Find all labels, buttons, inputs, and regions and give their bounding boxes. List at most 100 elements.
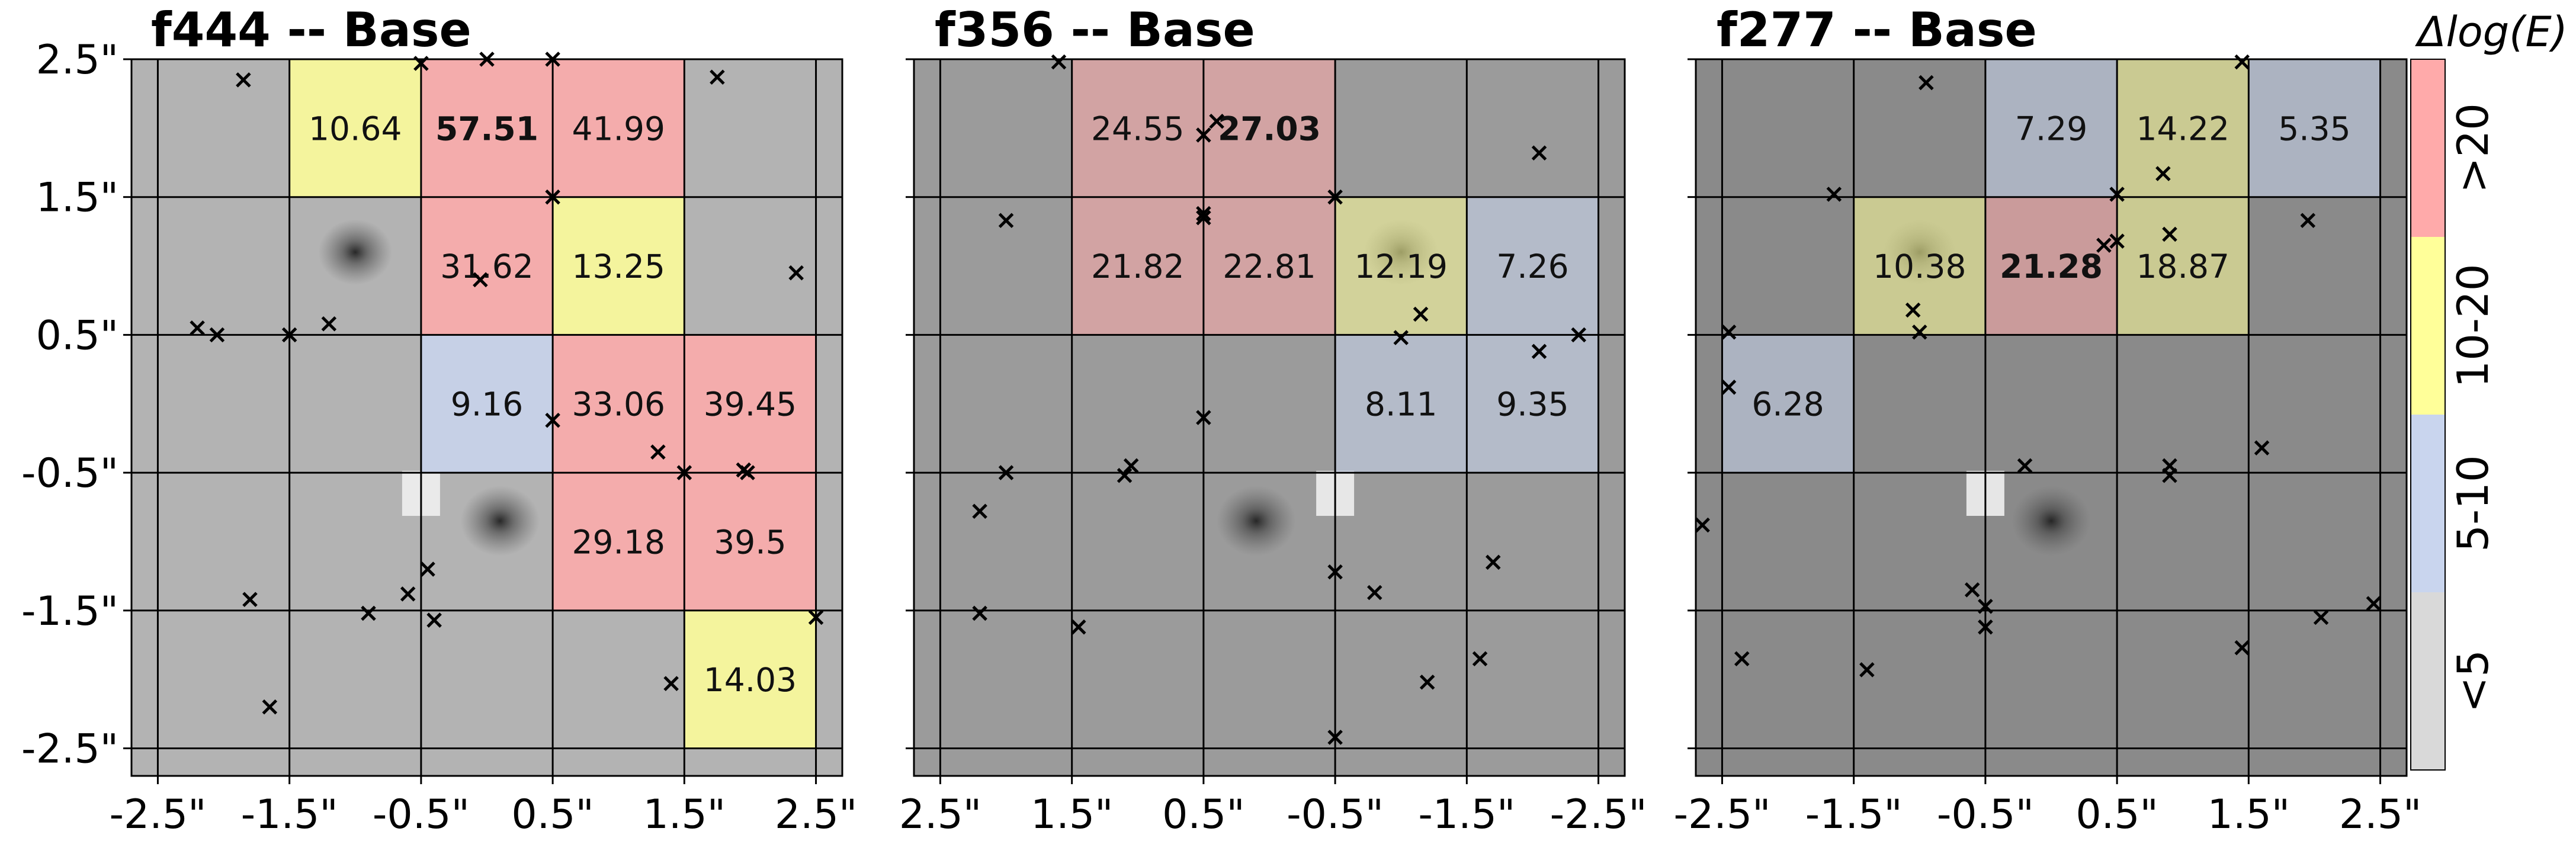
cell-value-label: 12.19	[1354, 248, 1447, 285]
cell	[2248, 59, 2381, 197]
x-tick-label: -2.5"	[1673, 791, 1770, 838]
colorbar-segment	[2411, 237, 2445, 415]
cell	[684, 610, 816, 749]
source-marker	[473, 272, 488, 288]
x-tick-label: 1.5"	[643, 791, 726, 838]
panel-f444: f444 -- Base 10.64 57.51 41.99 31.62 13.25 9.…	[21, 2, 857, 838]
source-marker	[1196, 210, 1211, 226]
galaxy-blob	[1217, 486, 1296, 556]
source-marker	[972, 503, 987, 519]
colorbar-segment	[2411, 592, 2445, 770]
source-marker	[1419, 675, 1435, 690]
source-marker	[1734, 651, 1750, 666]
cell-value-label: 10.38	[1873, 248, 1966, 285]
cell-value-label: 14.22	[2136, 110, 2229, 147]
source-marker	[545, 189, 560, 205]
source-marker	[1919, 75, 1934, 91]
panel-title: f356 -- Base	[935, 2, 1255, 57]
y-tick-label: -2.5"	[21, 726, 118, 772]
source-marker	[788, 265, 804, 281]
source-marker	[361, 605, 376, 621]
cell-value-label: 39.5	[714, 523, 786, 561]
source-marker	[972, 605, 987, 621]
source-marker	[1531, 145, 1547, 161]
source-marker	[1905, 302, 1921, 318]
cell-value-label: 29.18	[572, 523, 665, 561]
cell-value-label: 9.35	[1496, 386, 1568, 423]
colorbar-label: 10-20	[2448, 264, 2498, 387]
source-marker	[1413, 306, 1429, 322]
source-marker	[1859, 662, 1875, 678]
source-marker	[1721, 324, 1737, 340]
y-tick-label: 1.5"	[36, 175, 118, 222]
source-marker	[1051, 54, 1067, 70]
x-tick-label: -2.5"	[109, 791, 206, 838]
source-marker	[2096, 238, 2112, 253]
cell-value-label: 10.64	[309, 110, 402, 147]
x-tick-label: 0.5"	[1162, 791, 1244, 838]
source-marker	[998, 465, 1014, 480]
colorbar-frame	[2410, 59, 2446, 771]
cell	[684, 473, 816, 611]
cell-value-label: 41.99	[572, 110, 665, 147]
source-marker	[420, 561, 435, 577]
cell	[684, 335, 816, 473]
source-marker	[1826, 187, 1842, 202]
x-tick-label: -0.5"	[373, 791, 470, 838]
cell-value-label: 13.25	[572, 248, 665, 285]
panel-title: f444 -- Base	[151, 2, 471, 57]
cell	[1853, 197, 1985, 335]
x-tick-label: 0.5"	[2075, 791, 2158, 838]
source-marker	[2234, 54, 2250, 70]
source-marker	[400, 586, 416, 602]
cell	[1335, 197, 1467, 335]
cell	[1335, 335, 1467, 473]
source-marker	[321, 316, 337, 332]
source-marker	[808, 609, 824, 625]
source-marker	[209, 327, 225, 343]
y-tick-label: 2.5"	[36, 37, 118, 84]
source-marker	[2366, 596, 2382, 611]
plot-frame	[130, 58, 843, 777]
source-marker	[2155, 166, 2171, 181]
x-tick-label: 0.5"	[511, 791, 594, 838]
source-marker	[1327, 730, 1343, 745]
cell	[1722, 335, 1854, 473]
source-marker	[2109, 233, 2125, 249]
colorbar-segment	[2411, 415, 2445, 592]
source-marker	[1123, 458, 1139, 474]
source-marker	[1472, 651, 1488, 666]
x-tick-label: -1.5"	[1418, 791, 1515, 838]
cell-value-label: 21.82	[1091, 248, 1184, 285]
cell-value-label: 5.35	[2278, 110, 2350, 147]
cell	[553, 473, 685, 611]
source-marker	[1196, 206, 1211, 222]
source-marker	[1571, 327, 1586, 343]
cell-value-label: 8.11	[1365, 386, 1437, 423]
source-marker	[1695, 517, 1710, 533]
source-marker	[1327, 189, 1343, 205]
x-tick-label: 1.5"	[1031, 791, 1113, 838]
source-marker	[2234, 640, 2250, 656]
cell-value-label: 6.28	[1751, 386, 1824, 423]
x-tick-label: 2.5"	[899, 791, 981, 838]
colorbar-segment	[2411, 59, 2445, 237]
source-marker	[1964, 582, 1980, 598]
y-tick-label: -1.5"	[21, 588, 118, 635]
source-marker	[426, 612, 442, 628]
source-marker	[545, 412, 560, 428]
x-tick-label: 1.5"	[2208, 791, 2290, 838]
source-marker	[1486, 554, 1501, 570]
source-marker	[1978, 599, 1993, 614]
source-marker	[2300, 213, 2316, 229]
cell	[421, 197, 553, 335]
cell-value-label: 21.28	[2000, 248, 2103, 285]
x-tick-label: 2.5"	[2339, 791, 2421, 838]
source-marker	[1327, 564, 1343, 580]
cell	[1985, 197, 2118, 335]
cell	[1467, 197, 1599, 335]
cell	[421, 59, 553, 197]
cell	[289, 59, 421, 197]
panel-f277: f277 -- Base 7.29 14.22 5.35 10.38 21.28 18.8…	[1673, 2, 2421, 838]
